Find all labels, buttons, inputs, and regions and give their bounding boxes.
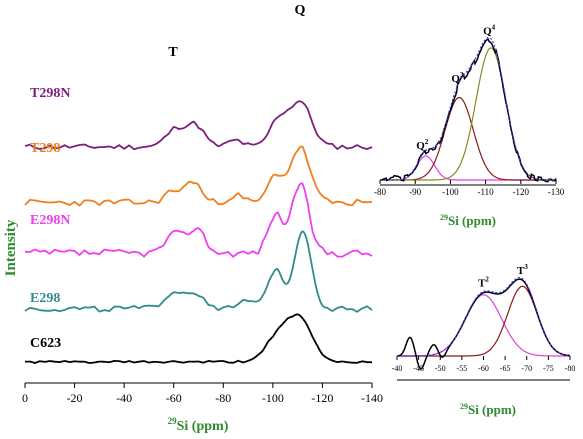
main-spectrum-panel: T298N T298 E298N E298 C623 0 -20 -40 -60 -80 -100…	[22, 3, 383, 434]
main-x-tick-label: -80	[215, 391, 231, 405]
inset-x-tick-label: -55	[457, 364, 468, 373]
inset-t-panel: -40 -45 -50 -55 -60 -65 -70 -75 -80 T2 T3 29Si (p…	[392, 263, 576, 417]
inset-x-tick-label: -80	[374, 187, 386, 197]
experimental-spectrum	[380, 38, 557, 183]
main-x-axis-main: Si (ppm)	[177, 419, 229, 434]
inset-x-tick-label: -120	[513, 187, 530, 197]
peak-label-q4: Q4	[483, 23, 496, 37]
y-axis-label: Intensity	[3, 219, 19, 276]
series-line-t298	[24, 145, 373, 207]
main-series-lines	[24, 100, 373, 364]
series-line-e298n	[24, 182, 373, 259]
inset-x-tick-label: -70	[521, 364, 532, 373]
inset-x-tick-label: -45	[413, 364, 424, 373]
main-x-tick-label: -120	[311, 391, 333, 405]
main-x-tick-label: -100	[262, 391, 284, 405]
inset-x-tick-label: -90	[409, 187, 421, 197]
peak-label-q3: Q3	[451, 71, 464, 85]
inset-q-x-axis-main: Si (ppm)	[448, 213, 496, 228]
series-line-c623	[24, 313, 372, 364]
inset-t-ticks: -40 -45 -50 -55 -60 -65 -70 -75 -80	[392, 356, 576, 373]
inset-q-lines	[380, 36, 557, 183]
main-x-tick-label: -140	[361, 391, 383, 405]
peak-label-t2: T2	[478, 276, 489, 290]
inset-x-tick-label: -40	[392, 364, 403, 373]
main-x-tick-label: -20	[67, 391, 83, 405]
main-peak-label-q: Q	[295, 3, 306, 18]
inset-x-tick-label: -75	[543, 364, 554, 373]
inset-x-tick-label: -65	[500, 364, 511, 373]
fitted-envelope	[397, 276, 571, 357]
series-label-e298n: E298N	[30, 213, 70, 228]
inset-q-peak-labels: Q2 Q3 Q4	[416, 23, 495, 152]
main-x-tick-label: 0	[22, 391, 28, 405]
inset-t-x-axis-sup: 29	[460, 402, 468, 411]
series-label-e298: E298	[30, 291, 60, 306]
inset-x-tick-label: -130	[548, 187, 565, 197]
series-line-e298	[24, 230, 373, 313]
inset-q-panel: -80 -90 -100 -110 -120 -130 Q2 Q3 Q4 29Si (ppm)	[374, 15, 581, 232]
inset-x-tick-label: -110	[478, 187, 495, 197]
inset-q-x-axis-sup: 29	[440, 213, 448, 222]
inset-x-tick-label: -50	[435, 364, 446, 373]
main-series-labels: T298N T298 E298N E298 C623	[30, 86, 70, 351]
main-x-tick-label: -40	[116, 391, 132, 405]
series-label-c623: C623	[30, 336, 61, 351]
main-peak-label-t: T	[168, 45, 178, 60]
inset-t-lines	[396, 276, 571, 370]
inset-q-x-axis-title: 29Si (ppm)	[440, 213, 496, 228]
component-t3	[397, 285, 571, 357]
fitted-envelope	[380, 36, 556, 181]
peak-label-q2: Q2	[416, 138, 429, 152]
main-x-axis-title: 29Si (ppm)	[168, 416, 229, 434]
main-x-ticks: 0 -20 -40 -60 -80 -100 -120 -140	[22, 383, 383, 405]
peak-label-t3: T3	[517, 263, 528, 277]
series-line-t298n	[24, 100, 373, 151]
inset-x-tick-label: -80	[565, 364, 576, 373]
inset-x-tick-label: -100	[442, 187, 459, 197]
series-label-t298n: T298N	[30, 86, 70, 101]
experimental-spectrum	[396, 278, 571, 370]
series-label-t298: T298	[30, 141, 60, 156]
inset-q-ticks: -80 -90 -100 -110 -120 -130	[374, 180, 565, 197]
inset-t-x-axis-main: Si (ppm)	[468, 402, 516, 417]
component-t2	[397, 294, 570, 357]
inset-t-peak-labels: T2 T3	[478, 263, 528, 290]
inset-q-frame	[374, 15, 581, 232]
inset-x-tick-label: -60	[478, 364, 489, 373]
inset-t-x-axis-title: 29Si (ppm)	[460, 402, 516, 417]
main-x-axis-sup: 29	[168, 416, 178, 426]
main-x-tick-label: -60	[166, 391, 182, 405]
